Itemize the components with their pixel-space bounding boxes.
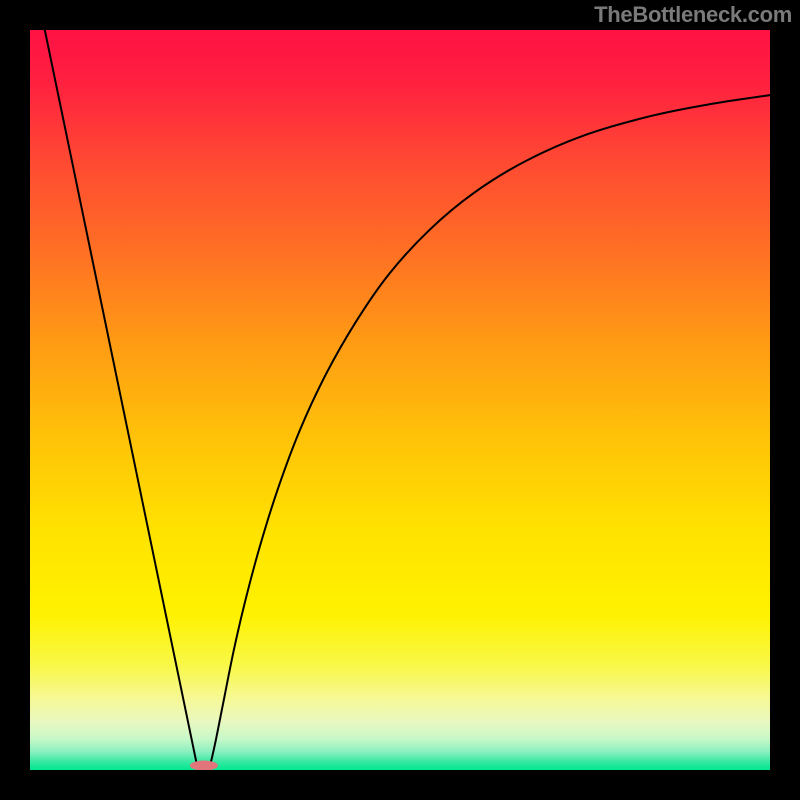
- chart-container: TheBottleneck.com: [0, 0, 800, 800]
- plot-area: [30, 30, 770, 770]
- plot-background: [30, 30, 770, 770]
- watermark-text: TheBottleneck.com: [594, 2, 792, 28]
- chart-svg: [30, 30, 770, 770]
